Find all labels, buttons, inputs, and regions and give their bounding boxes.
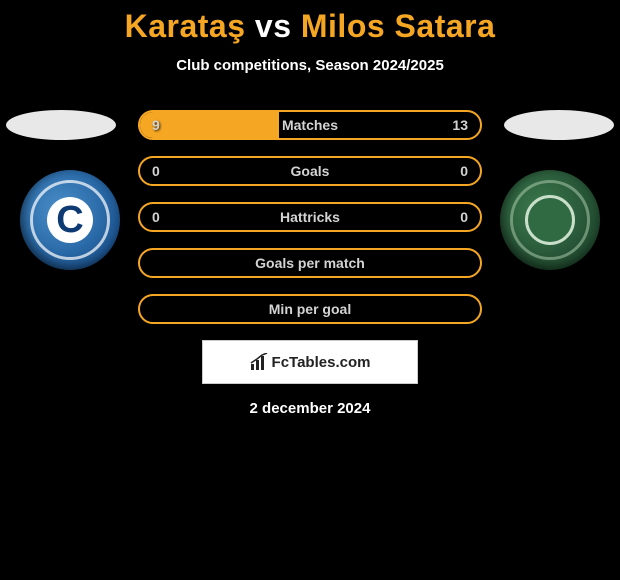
- stat-row-matches: 9 Matches 13: [138, 110, 482, 140]
- stat-label: Goals: [291, 163, 330, 179]
- spotlight-left: [6, 110, 116, 140]
- chart-icon: [250, 353, 268, 371]
- stat-rows: 9 Matches 13 0 Goals 0 0 Hattricks 0 Goa…: [138, 110, 482, 324]
- stat-right-value: 0: [460, 209, 468, 225]
- stat-row-goals-per-match: Goals per match: [138, 248, 482, 278]
- vs-text: vs: [255, 8, 292, 44]
- brand-box[interactable]: FcTables.com: [202, 340, 418, 384]
- spotlight-right: [504, 110, 614, 140]
- stat-row-min-per-goal: Min per goal: [138, 294, 482, 324]
- competition-subtitle: Club competitions, Season 2024/2025: [0, 57, 620, 74]
- stat-right-value: 0: [460, 163, 468, 179]
- stat-label: Goals per match: [255, 255, 365, 271]
- stat-label: Hattricks: [280, 209, 340, 225]
- stat-fill: [140, 112, 279, 138]
- stats-content: 9 Matches 13 0 Goals 0 0 Hattricks 0 Goa…: [0, 110, 620, 417]
- stat-right-value: 13: [452, 117, 468, 133]
- brand-label: FcTables.com: [272, 354, 371, 371]
- stat-label: Min per goal: [269, 301, 351, 317]
- stat-left-value: 0: [152, 209, 160, 225]
- player1-name: Karataş: [125, 8, 246, 44]
- stat-row-hattricks: 0 Hattricks 0: [138, 202, 482, 232]
- club-badge-right: [500, 170, 600, 270]
- date-label: 2 december 2024: [0, 400, 620, 417]
- page-title: Karataş vs Milos Satara: [0, 0, 620, 45]
- stat-label: Matches: [282, 117, 338, 133]
- stat-left-value: 9: [152, 117, 160, 133]
- club-badge-left: [20, 170, 120, 270]
- stat-row-goals: 0 Goals 0: [138, 156, 482, 186]
- stat-left-value: 0: [152, 163, 160, 179]
- player2-name: Milos Satara: [301, 8, 496, 44]
